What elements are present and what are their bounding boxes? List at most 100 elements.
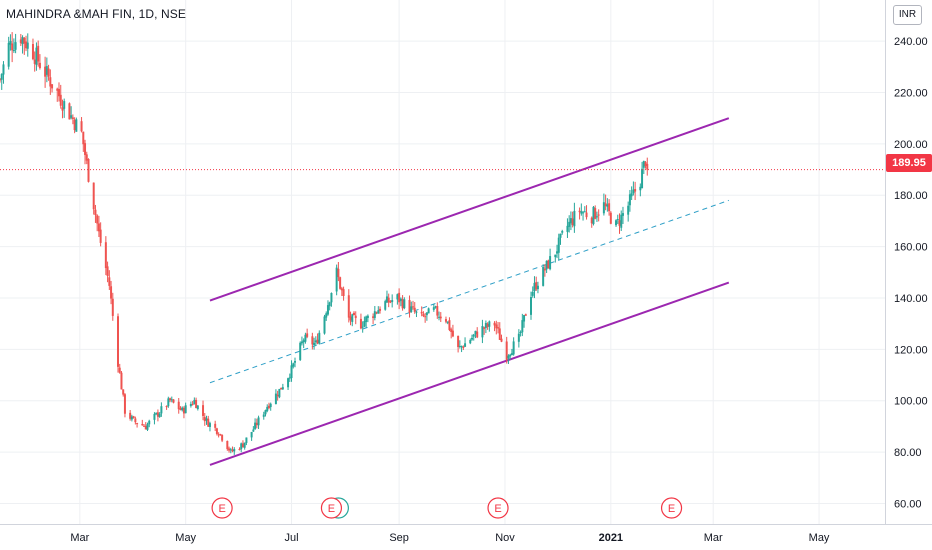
candle[interactable] <box>535 276 538 292</box>
candle[interactable] <box>634 181 637 201</box>
candle[interactable] <box>339 276 342 290</box>
candle[interactable] <box>221 434 224 443</box>
candle[interactable] <box>621 206 624 225</box>
candle[interactable] <box>143 424 146 427</box>
candle[interactable] <box>391 294 394 308</box>
candle[interactable] <box>63 98 66 118</box>
candle[interactable] <box>2 61 5 84</box>
candle[interactable] <box>602 193 605 216</box>
candle[interactable] <box>165 405 168 410</box>
candle[interactable] <box>153 412 156 425</box>
candle[interactable] <box>82 131 85 152</box>
candle[interactable] <box>347 289 350 323</box>
candle[interactable] <box>615 219 618 227</box>
candle[interactable] <box>427 307 430 314</box>
candle[interactable] <box>505 336 508 364</box>
candle[interactable] <box>203 413 206 426</box>
candle[interactable] <box>561 229 564 235</box>
candle[interactable] <box>108 270 111 290</box>
candle[interactable] <box>632 181 635 196</box>
candle[interactable] <box>483 326 486 335</box>
candle[interactable] <box>523 314 526 328</box>
candle[interactable] <box>639 183 642 197</box>
candle[interactable] <box>457 335 460 353</box>
candle[interactable] <box>136 422 139 428</box>
candle[interactable] <box>26 33 29 57</box>
candle[interactable] <box>84 139 87 165</box>
earnings-marker[interactable]: E <box>660 497 683 519</box>
candle[interactable] <box>300 336 303 346</box>
candle[interactable] <box>425 312 428 321</box>
candle[interactable] <box>316 333 319 345</box>
candle[interactable] <box>99 222 102 247</box>
candle[interactable] <box>299 341 302 362</box>
candle[interactable] <box>144 422 147 430</box>
symbol-title[interactable]: MAHINDRA &MAH FIN, 1D, NSE <box>6 7 186 21</box>
candle[interactable] <box>618 213 621 234</box>
candle[interactable] <box>387 293 390 308</box>
candle[interactable] <box>628 189 631 212</box>
candle[interactable] <box>160 402 163 417</box>
candle[interactable] <box>444 316 447 324</box>
candle[interactable] <box>47 64 50 81</box>
candle[interactable] <box>85 151 88 165</box>
candle[interactable] <box>56 87 59 102</box>
candle[interactable] <box>595 211 598 222</box>
candle[interactable] <box>318 330 321 345</box>
candle[interactable] <box>104 236 107 276</box>
candle[interactable] <box>620 210 623 231</box>
earnings-marker[interactable]: E <box>320 497 343 519</box>
candle[interactable] <box>606 198 609 212</box>
parallel-channel[interactable] <box>209 117 730 466</box>
candle[interactable] <box>214 420 217 432</box>
candle[interactable] <box>410 301 413 313</box>
candle[interactable] <box>172 399 175 404</box>
candle[interactable] <box>215 427 218 436</box>
candle[interactable] <box>241 440 244 448</box>
candle[interactable] <box>510 348 513 356</box>
candle[interactable] <box>365 315 368 328</box>
time-axis[interactable]: Mar May Jul Sep Nov 2021 Mar May <box>0 524 932 550</box>
candle[interactable] <box>31 38 34 61</box>
candle[interactable] <box>45 57 48 83</box>
candle[interactable] <box>33 51 36 72</box>
channel-lower-line[interactable] <box>209 281 730 466</box>
candle[interactable] <box>61 99 64 119</box>
candle[interactable] <box>264 409 267 417</box>
candle[interactable] <box>266 404 269 413</box>
candlestick-series[interactable] <box>0 32 649 455</box>
candle[interactable] <box>243 442 246 450</box>
candle[interactable] <box>257 415 260 429</box>
candle[interactable] <box>521 313 524 337</box>
candle[interactable] <box>228 446 231 453</box>
candle[interactable] <box>207 415 210 427</box>
candle[interactable] <box>403 297 406 310</box>
candle[interactable] <box>59 84 62 109</box>
candle[interactable] <box>97 215 100 238</box>
candle[interactable] <box>642 160 645 174</box>
candle[interactable] <box>424 313 427 323</box>
candle[interactable] <box>14 33 17 54</box>
candle[interactable] <box>170 396 173 403</box>
candle[interactable] <box>71 114 74 125</box>
candle[interactable] <box>582 210 585 221</box>
candle[interactable] <box>342 286 345 301</box>
candle[interactable] <box>184 402 187 414</box>
candle[interactable] <box>326 300 329 316</box>
candle[interactable] <box>111 292 114 321</box>
candle[interactable] <box>68 102 71 120</box>
candle[interactable] <box>630 186 633 201</box>
candle[interactable] <box>446 321 449 325</box>
candle[interactable] <box>519 330 522 337</box>
candle[interactable] <box>290 360 293 382</box>
candle[interactable] <box>21 35 24 54</box>
candle[interactable] <box>396 293 399 305</box>
candle[interactable] <box>134 416 137 425</box>
candle[interactable] <box>476 327 479 339</box>
candle[interactable] <box>568 215 571 233</box>
candle[interactable] <box>267 402 270 410</box>
candle[interactable] <box>464 337 467 347</box>
candle[interactable] <box>106 261 109 283</box>
candle[interactable] <box>458 340 461 349</box>
candle[interactable] <box>361 321 364 333</box>
